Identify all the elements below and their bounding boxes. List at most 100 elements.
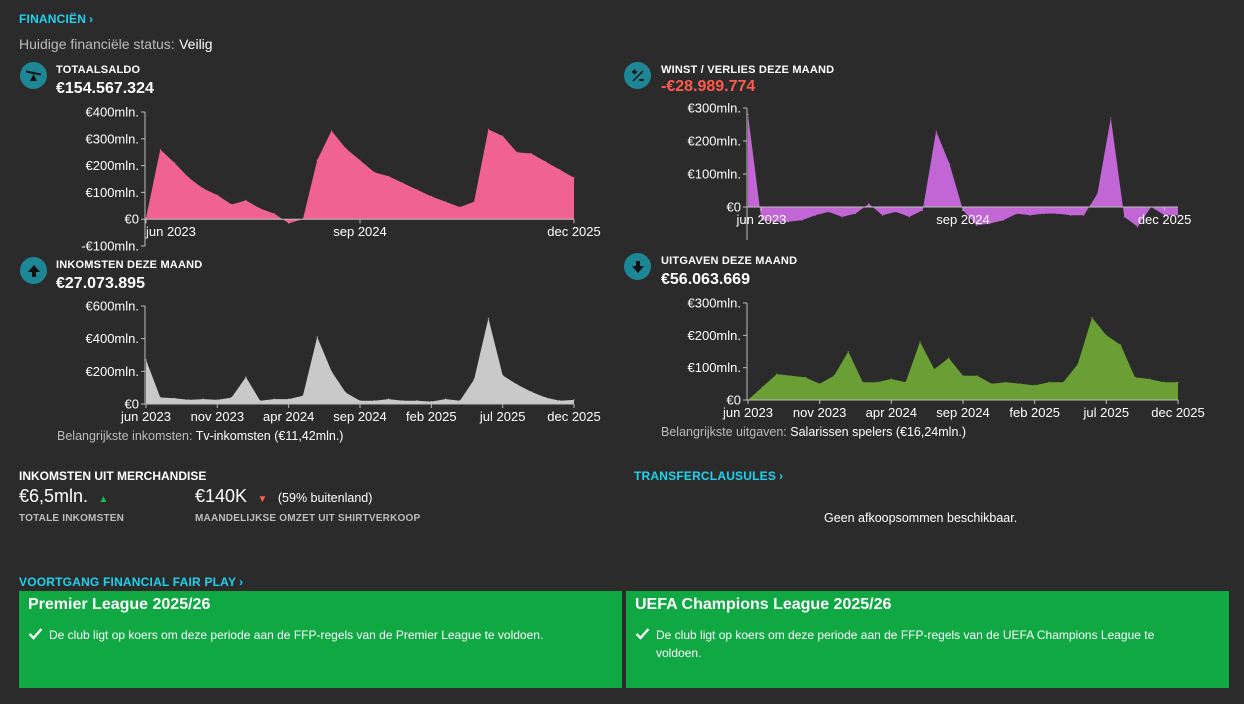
- income-point: [359, 400, 361, 402]
- ffp-link[interactable]: VOORTGANG FINANCIAL FAIR PLAY ›: [19, 575, 243, 589]
- transferclausules-link[interactable]: TRANSFERCLAUSULES ›: [634, 469, 783, 483]
- balance-point: [445, 201, 447, 203]
- income-sub-value: Tv-inkomsten (€11,42mln.): [195, 429, 344, 443]
- profit-area-series: [748, 114, 1178, 227]
- ffp-card-title: Premier League 2025/26: [28, 596, 211, 613]
- y-tick-label: €300mln.: [86, 131, 139, 146]
- financial-status: Huidige financiële status: Veilig: [19, 36, 213, 54]
- balance-point: [530, 152, 532, 155]
- merch-total-label: TOTALE INKOMSTEN: [19, 513, 125, 524]
- financien-link[interactable]: FINANCIËN ›: [19, 12, 93, 26]
- income-point: [316, 336, 318, 338]
- profit-point: [1083, 214, 1085, 216]
- profit-point: [801, 219, 803, 221]
- x-tick-label: jun 2023: [120, 409, 171, 424]
- balance-point: [359, 159, 361, 161]
- balance-point: [173, 162, 176, 164]
- arrow-down-icon: [624, 253, 651, 280]
- expenses-point: [905, 381, 907, 383]
- expenses-point: [991, 383, 993, 385]
- profit-point: [787, 221, 789, 223]
- profit-point: [975, 224, 978, 226]
- balance-value: €154.567.324: [56, 80, 154, 97]
- expenses-area-series: [748, 317, 1178, 400]
- expenses-point: [1062, 381, 1064, 383]
- income-point: [559, 400, 561, 402]
- balance-point: [402, 182, 404, 184]
- income-point: [544, 396, 547, 399]
- profit-point: [922, 209, 924, 211]
- balance-point: [544, 161, 547, 163]
- x-tick-label: dec 2025: [1138, 212, 1192, 227]
- balance-chart: -€100mln. €0 €100mln. €200mln. €300mln. €400m…: [81, 105, 601, 254]
- expenses-point: [1077, 363, 1079, 365]
- profit-point: [989, 222, 991, 225]
- merch-monthly: €140K ▼ (59% buitenland): [195, 486, 372, 507]
- x-tick-label: feb 2025: [1009, 405, 1060, 420]
- income-point: [273, 398, 275, 400]
- expenses-point: [933, 368, 935, 370]
- y-tick-label: €0: [125, 397, 139, 412]
- profit-point: [1096, 193, 1098, 195]
- balance-point: [387, 175, 390, 177]
- income-point: [202, 398, 204, 400]
- balance-point: [245, 199, 247, 201]
- ffp-label: VOORTGANG FINANCIAL FAIR PLAY: [19, 575, 237, 589]
- expenses-sub-value: Salarissen spelers (€16,24mln.): [790, 425, 967, 439]
- trend-down-icon: ▼: [257, 494, 268, 505]
- profit-title: WINST / VERLIES DEZE MAAND: [661, 64, 835, 76]
- expenses-point: [1134, 376, 1136, 378]
- y-tick-label: €300mln.: [688, 101, 741, 116]
- expenses-point: [1163, 381, 1165, 383]
- profit-value: -€28.989.774: [661, 78, 756, 95]
- expenses-point: [804, 376, 806, 378]
- y-tick-label: -€100mln.: [81, 239, 139, 254]
- profit-point: [949, 163, 951, 165]
- balance-point: [487, 128, 489, 130]
- profit-point: [774, 221, 776, 223]
- profit-point: [881, 214, 884, 216]
- x-tick-label: dec 2025: [547, 409, 601, 424]
- ffp-card-champions-league: UEFA Champions League 2025/26 De club li…: [626, 591, 1229, 688]
- status-value: Veilig: [179, 36, 213, 52]
- ffp-card-text: De club ligt op koers om deze periode aa…: [656, 628, 1155, 660]
- y-tick-label: €200mln.: [688, 134, 741, 149]
- expenses-point: [1120, 344, 1122, 346]
- balance-point: [316, 159, 318, 161]
- profit-point: [1002, 219, 1004, 221]
- expenses-point: [1034, 384, 1036, 386]
- expenses-main-source: Belangrijkste uitgaven: Salarissen spele…: [661, 425, 966, 439]
- expenses-point: [1105, 334, 1107, 336]
- balance-point: [416, 189, 418, 191]
- scales-icon: [20, 62, 47, 89]
- balance-point: [373, 171, 375, 173]
- balance-point: [231, 203, 233, 206]
- income-point: [430, 401, 432, 403]
- expenses-point: [962, 375, 964, 377]
- x-tick-label: nov 2023: [793, 405, 847, 420]
- balance-point: [459, 206, 461, 208]
- profit-point: [1123, 216, 1125, 218]
- chevron-right-icon: ›: [89, 12, 94, 26]
- income-point: [145, 359, 147, 361]
- profit-point: [895, 211, 897, 213]
- income-point: [387, 398, 390, 400]
- balance-point: [473, 201, 475, 203]
- expenses-point: [1091, 317, 1093, 319]
- profit-point: [814, 214, 816, 216]
- income-point: [330, 370, 333, 372]
- x-tick-label: nov 2023: [191, 409, 245, 424]
- income-point: [216, 399, 218, 401]
- income-point: [530, 391, 532, 393]
- income-point: [245, 376, 247, 378]
- expenses-point: [1005, 381, 1007, 383]
- expenses-point: [876, 381, 878, 383]
- income-point: [159, 396, 161, 399]
- income-point: [573, 399, 575, 401]
- income-point: [188, 399, 190, 401]
- arrow-up-icon: [20, 257, 47, 284]
- expenses-point: [948, 357, 950, 359]
- income-sub-label: Belangrijkste inkomsten:: [57, 429, 193, 443]
- profit-point: [1056, 213, 1058, 215]
- balance-point: [202, 187, 204, 189]
